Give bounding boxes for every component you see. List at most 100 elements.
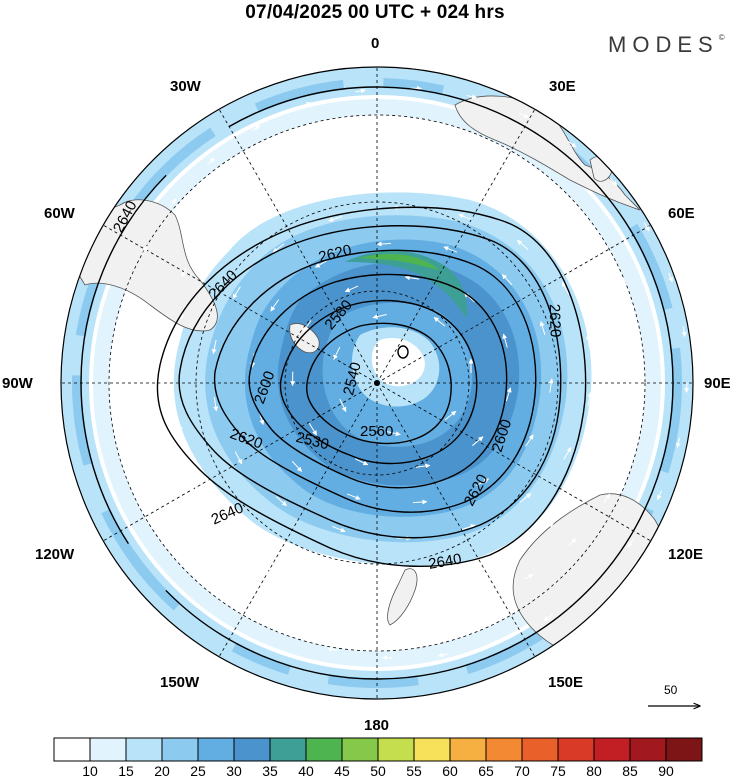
wind-vector xyxy=(458,213,472,221)
wind-vector xyxy=(524,434,534,447)
wind-vector xyxy=(372,314,387,320)
colorbar-label: 70 xyxy=(514,763,530,779)
wind-vector xyxy=(308,422,318,436)
wind-vector xyxy=(627,442,633,453)
wind-vector xyxy=(339,398,347,413)
colorbar-label: 60 xyxy=(442,763,458,779)
colorbar-label: 50 xyxy=(370,763,386,779)
wind-vector xyxy=(681,326,687,337)
wind-vector xyxy=(457,138,469,144)
wind-vector xyxy=(260,566,270,574)
wind-vector xyxy=(188,483,194,493)
wind-vector xyxy=(250,214,262,224)
contour-label: 2560 xyxy=(360,423,393,440)
colorbar-label: 85 xyxy=(622,763,638,779)
wind-vector xyxy=(517,239,529,250)
wind-vector xyxy=(622,278,627,289)
wind-vector xyxy=(327,646,338,652)
wind-vector xyxy=(186,560,195,569)
contour-2540 xyxy=(305,322,452,445)
wind-vector xyxy=(519,112,530,119)
wind-vector xyxy=(211,339,217,355)
wind-vector xyxy=(418,609,430,615)
brand-name: MODES xyxy=(608,32,719,57)
wind-vector xyxy=(563,447,572,460)
wind-vector xyxy=(585,334,591,349)
wind-vector xyxy=(502,333,508,348)
wind-vector xyxy=(476,478,490,487)
wind-vector xyxy=(309,594,320,599)
colorbar-label: 15 xyxy=(118,763,134,779)
wind-vector xyxy=(302,320,312,333)
contour-2560 xyxy=(279,299,478,465)
wind-vector xyxy=(367,172,383,178)
longitude-label-120e: 120E xyxy=(668,546,704,563)
wind-vector xyxy=(213,397,219,412)
wind-vector xyxy=(415,463,431,469)
colorbar-label: 80 xyxy=(586,763,602,779)
wind-vector xyxy=(510,158,520,165)
wind-vector xyxy=(466,94,477,100)
colorbar-label: 40 xyxy=(298,763,314,779)
wind-vector xyxy=(241,516,253,527)
wind-vector xyxy=(412,499,428,505)
wind-vector xyxy=(363,608,374,614)
wind-vector xyxy=(376,241,392,247)
wind-vector xyxy=(556,189,565,197)
contour-2580 xyxy=(248,273,508,489)
colorbar-label: 55 xyxy=(406,763,422,779)
contour-2640-inner xyxy=(156,206,587,567)
wind-vector xyxy=(618,426,625,441)
contour-2640-outer xyxy=(80,86,674,680)
wind-vector xyxy=(169,361,175,376)
wind-vector xyxy=(346,493,361,500)
wind-vector xyxy=(270,299,280,312)
longitude-label-0: 0 xyxy=(371,35,380,52)
wind-vector xyxy=(656,490,663,501)
longitude-label-30e: 30E xyxy=(549,78,576,95)
longitude-label-90w: 90W xyxy=(2,375,33,392)
wind-vector xyxy=(356,568,371,574)
wind-vector xyxy=(443,246,458,253)
new-zealand xyxy=(387,568,418,626)
brand-mark: © xyxy=(718,32,725,42)
wind-vector xyxy=(333,346,341,361)
wind-vector xyxy=(542,522,554,532)
map-outline xyxy=(60,66,694,700)
wind-vector xyxy=(587,391,593,407)
south-pole-marker xyxy=(374,380,380,386)
colorbar-label: 65 xyxy=(478,763,494,779)
wind-vector xyxy=(154,514,161,524)
wind-vector xyxy=(643,222,650,232)
wind-vector xyxy=(567,140,577,148)
wind-vector xyxy=(332,525,346,533)
wind-vector xyxy=(492,639,503,645)
wind-vector xyxy=(328,215,343,222)
longitude-label-60e: 60E xyxy=(668,205,695,222)
wind-vector xyxy=(627,538,635,548)
wind-vector xyxy=(272,243,285,253)
height-contours xyxy=(80,86,674,680)
antarctic-peninsula xyxy=(289,323,320,354)
longitude-label-60w: 60W xyxy=(44,205,75,222)
wind-vector xyxy=(594,229,602,239)
contour-2600 xyxy=(213,249,537,513)
brand-logo: MODES© xyxy=(608,32,725,58)
wind-vector xyxy=(234,451,243,465)
longitude-label-30w: 30W xyxy=(170,78,201,95)
wind-vector xyxy=(169,198,177,208)
wind-vector xyxy=(561,281,570,295)
wind-vector xyxy=(603,493,610,503)
wind-vector xyxy=(539,321,546,336)
wind-vector xyxy=(141,245,148,256)
wind-vector xyxy=(209,220,217,230)
wind-vector xyxy=(291,460,303,472)
reference-vector-label: 50 xyxy=(664,683,678,697)
wind-vector xyxy=(519,493,532,503)
contour-label: 2640 xyxy=(427,550,463,573)
contour-2620 xyxy=(178,225,562,539)
wind-vector xyxy=(543,614,553,621)
wind-vector xyxy=(344,285,359,293)
wind-vector xyxy=(294,153,305,159)
wind-vector xyxy=(433,316,446,327)
